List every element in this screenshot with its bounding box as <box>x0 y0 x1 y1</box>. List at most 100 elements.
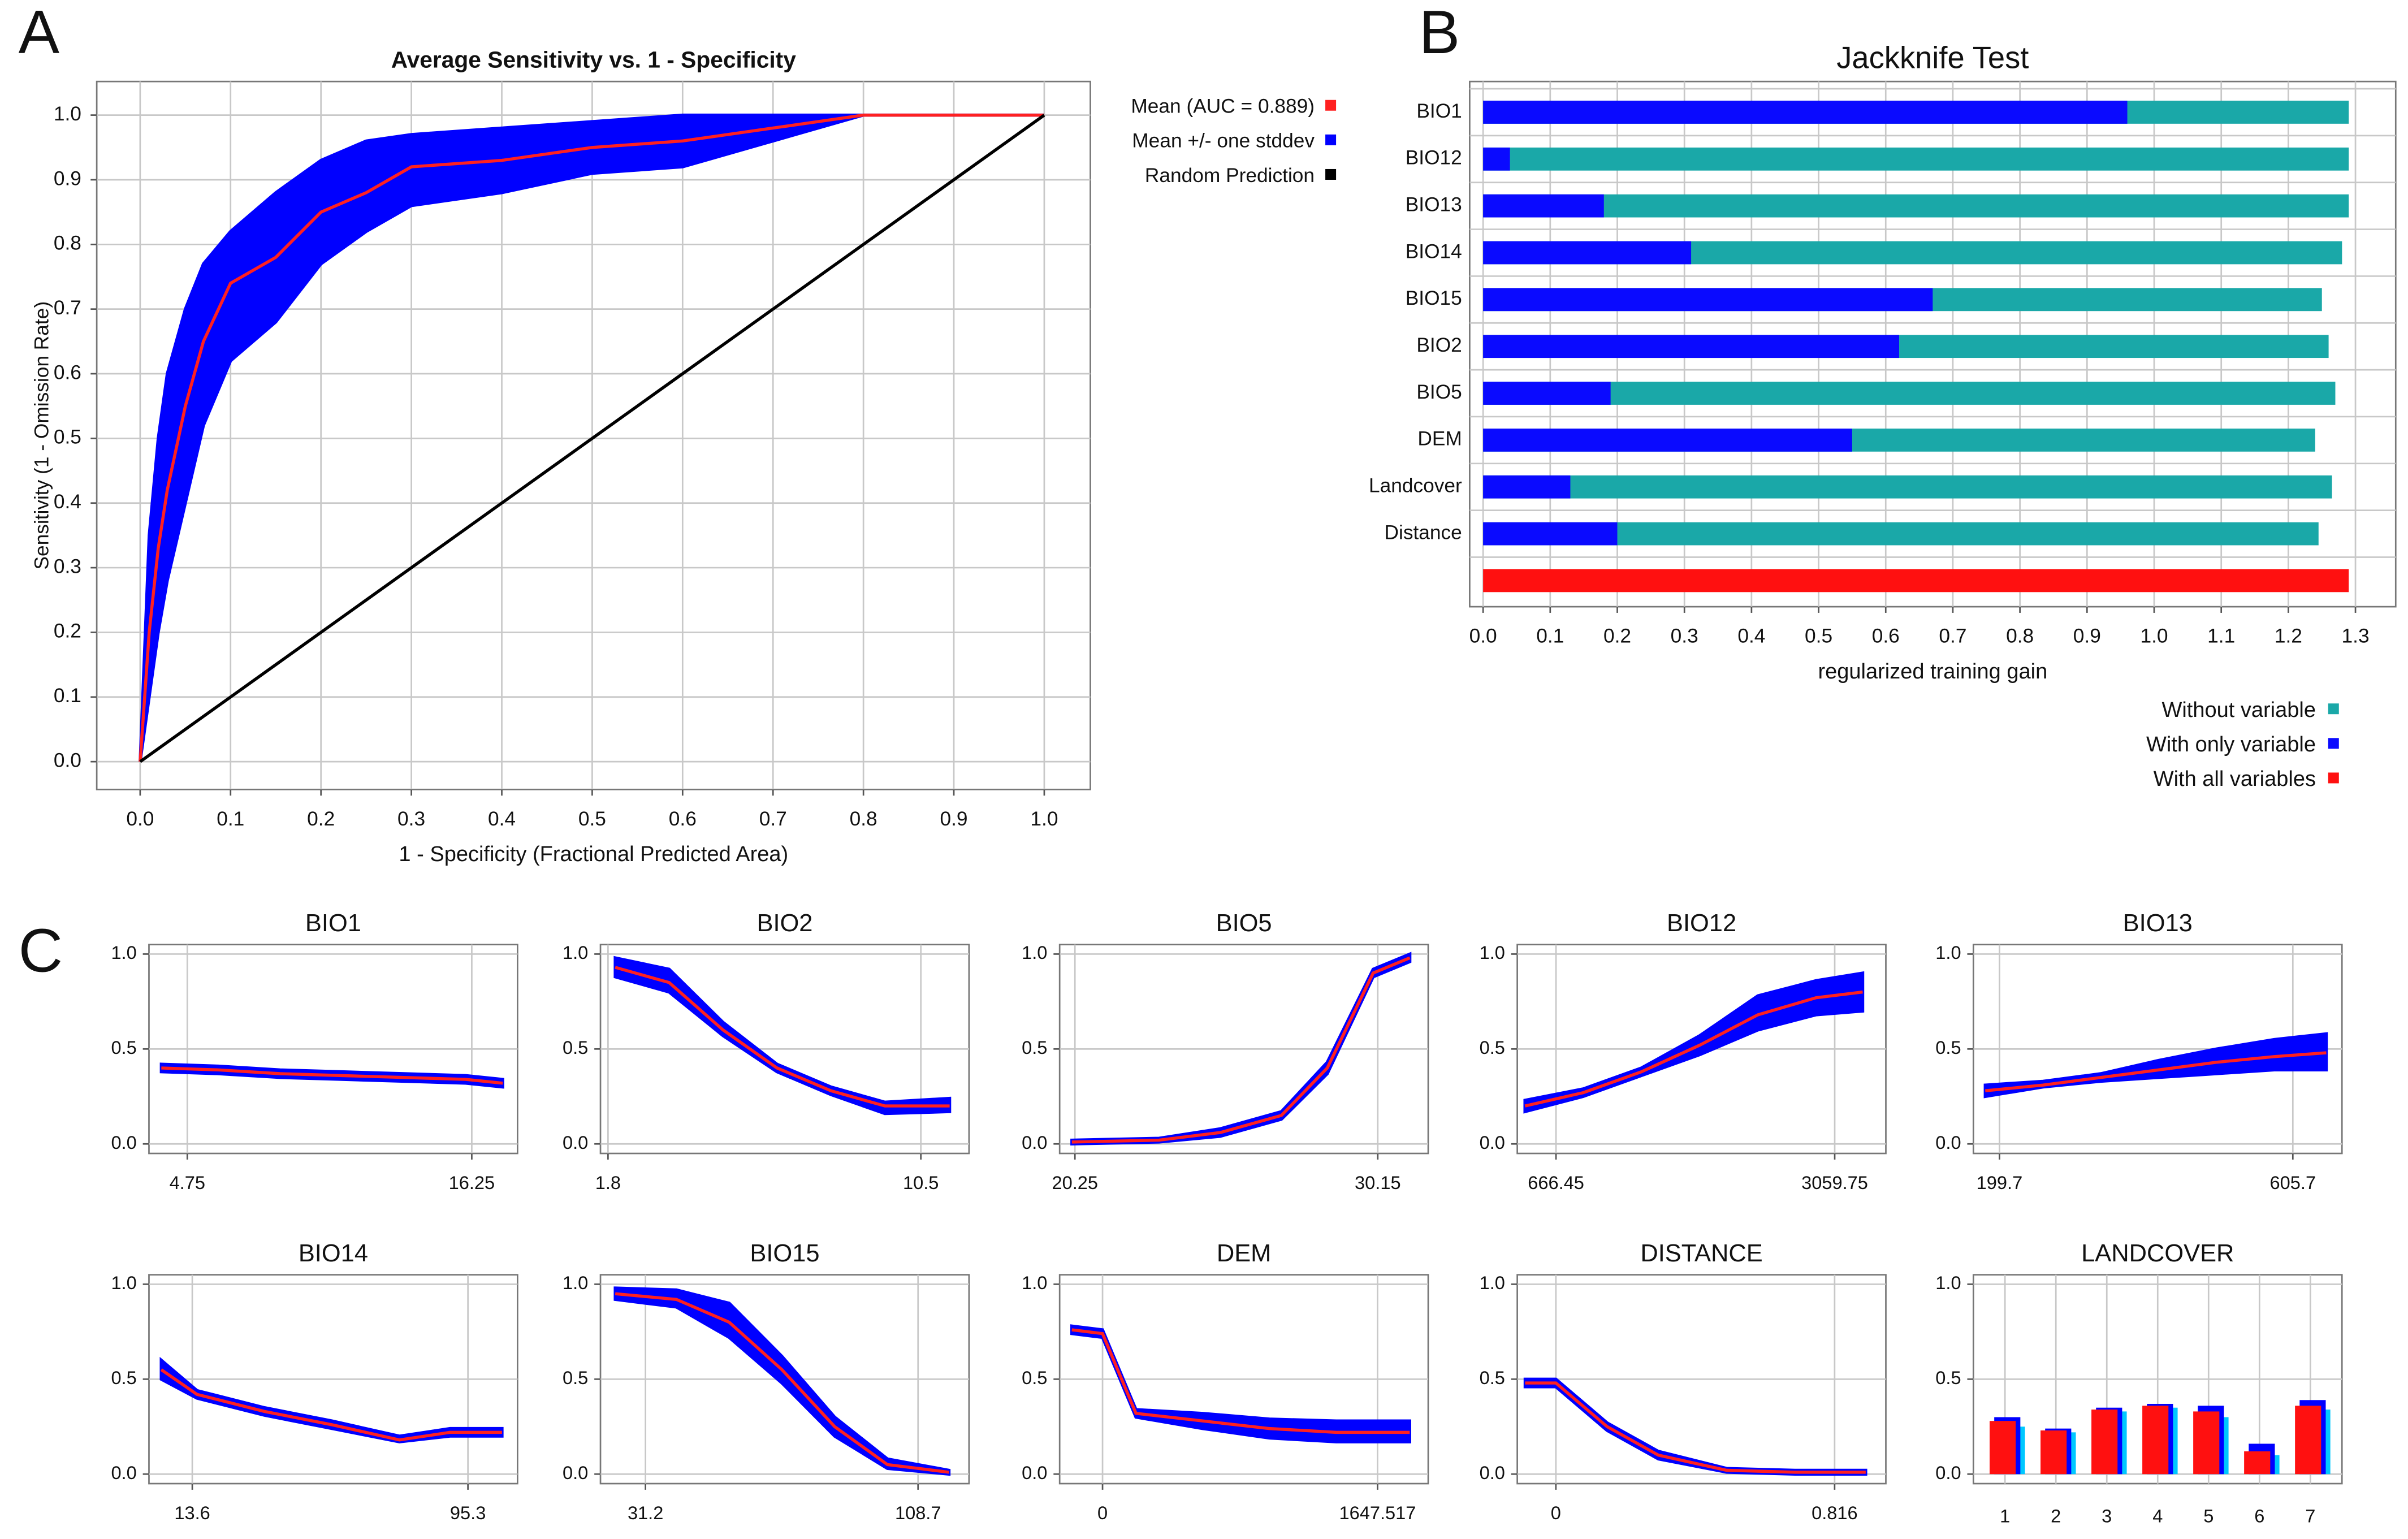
chart-title: BIO2 <box>756 910 812 937</box>
x-tick-label: 95.3 <box>450 1502 486 1523</box>
bar <box>1483 147 1510 171</box>
legend-swatch <box>1325 134 1337 145</box>
x-tick-label: 0.8 <box>2006 625 2034 647</box>
panel-label: A <box>19 0 60 67</box>
y-tick-label: 0.0 <box>1480 1462 1505 1483</box>
line <box>139 113 1044 762</box>
category-label: Distance <box>1384 521 1462 543</box>
x-tick-label: 0.5 <box>578 808 606 830</box>
x-tick-label: 20.25 <box>1052 1172 1098 1193</box>
y-tick-label: 0.0 <box>563 1462 588 1483</box>
x-tick-label: 0 <box>1097 1502 1108 1523</box>
bar <box>1483 475 1571 499</box>
legend-label: With all variables <box>2154 767 2316 791</box>
x-tick-label: 1647.517 <box>1339 1502 1416 1523</box>
line <box>1071 956 1411 1144</box>
x-tick-label: 10.5 <box>903 1172 939 1193</box>
y-tick-label: 0.7 <box>54 297 81 319</box>
band <box>613 956 952 1116</box>
x-tick-label: 0.7 <box>759 808 787 830</box>
legend-swatch <box>2328 772 2339 784</box>
x-tick-label: 0.7 <box>1939 625 1966 647</box>
y-tick-label: 1.0 <box>563 1272 588 1293</box>
y-tick-label: 1.0 <box>1480 1272 1505 1293</box>
y-tick-label: 1.0 <box>54 103 81 125</box>
category-label: BIO14 <box>1406 240 1462 262</box>
line <box>1524 990 1863 1108</box>
band <box>1523 1377 1867 1476</box>
legend-swatch <box>1325 100 1337 111</box>
bar <box>1483 522 1618 546</box>
bar <box>1483 288 1933 312</box>
y-tick-label: 1.0 <box>1022 942 1047 963</box>
line <box>615 966 950 1108</box>
line <box>160 1368 502 1442</box>
x-tick-label: 0.5 <box>1805 625 1832 647</box>
chart-title: DISTANCE <box>1640 1240 1762 1267</box>
y-tick-label: 1.0 <box>111 942 136 963</box>
y-tick-label: 0.5 <box>1480 1367 1505 1388</box>
y-tick-label: 1.0 <box>1022 1272 1047 1293</box>
x-tick-label: 0.0 <box>126 808 154 830</box>
legend-label: Random Prediction <box>1145 165 1315 187</box>
bar <box>1483 382 1611 405</box>
x-tick-label: 0.9 <box>2073 625 2101 647</box>
x-tick-label: 0 <box>1551 1502 1561 1523</box>
category-label: BIO13 <box>1406 193 1462 215</box>
bar <box>2091 1410 2118 1475</box>
bar <box>1483 335 1899 358</box>
x-tick-label: 0.2 <box>1603 625 1631 647</box>
chart-title: BIO1 <box>305 910 361 937</box>
x-tick-label: 1.0 <box>2140 625 2168 647</box>
x-tick-label: 3059.75 <box>1801 1172 1868 1193</box>
x-tick-label: 5 <box>2203 1505 2214 1526</box>
category-label: BIO15 <box>1406 287 1462 309</box>
chart-title: BIO14 <box>299 1240 368 1267</box>
x-tick-label: 0.0 <box>1469 625 1497 647</box>
y-tick-label: 0.0 <box>1022 1462 1047 1483</box>
category-label: BIO12 <box>1406 147 1462 169</box>
y-tick-label: 0.5 <box>1022 1367 1047 1388</box>
x-tick-label: 6 <box>2254 1505 2264 1526</box>
y-tick-label: 1.0 <box>1480 942 1505 963</box>
chart-title: BIO15 <box>750 1240 819 1267</box>
chart-title: BIO5 <box>1216 910 1272 937</box>
x-tick-label: 0.816 <box>1812 1502 1858 1523</box>
x-tick-label: 605.7 <box>2270 1172 2316 1193</box>
legend-label: Mean +/- one stddev <box>1132 130 1315 152</box>
legend-swatch <box>2328 738 2339 749</box>
category-label: BIO2 <box>1416 334 1462 356</box>
x-tick-label: 16.25 <box>449 1172 495 1193</box>
y-tick-label: 1.0 <box>1935 942 1961 963</box>
legend-label: Without variable <box>2161 698 2316 722</box>
y-tick-label: 0.0 <box>1480 1132 1505 1153</box>
y-tick-label: 1.0 <box>563 942 588 963</box>
chart-title: BIO12 <box>1667 910 1736 937</box>
bar <box>1483 382 2336 405</box>
y-tick-label: 0.5 <box>1480 1037 1505 1058</box>
y-tick-label: 0.0 <box>1022 1132 1047 1153</box>
bar <box>2040 1430 2067 1475</box>
y-tick-label: 0.1 <box>54 685 81 707</box>
x-tick-label: 1.2 <box>2275 625 2302 647</box>
category-label: Landcover <box>1369 475 1462 497</box>
y-tick-label: 0.5 <box>111 1037 136 1058</box>
category-label: BIO5 <box>1416 381 1462 403</box>
line <box>161 1066 503 1085</box>
y-axis-label: Sensitivity (1 - Omission Rate) <box>31 301 53 570</box>
y-tick-label: 0.5 <box>1935 1367 1961 1388</box>
x-tick-label: 0.6 <box>1872 625 1900 647</box>
x-tick-label: 0.4 <box>1737 625 1765 647</box>
bar <box>2193 1411 2220 1475</box>
bar <box>1990 1421 2016 1475</box>
y-tick-label: 0.0 <box>111 1462 136 1483</box>
x-tick-label: 108.7 <box>895 1502 941 1523</box>
y-tick-label: 0.2 <box>54 620 81 642</box>
chart-title: Average Sensitivity vs. 1 - Specificity <box>391 47 797 73</box>
x-tick-label: 2 <box>2051 1505 2061 1526</box>
line <box>1985 1051 2327 1092</box>
y-tick-label: 0.0 <box>1935 1462 1961 1483</box>
x-tick-label: 0.1 <box>1536 625 1564 647</box>
